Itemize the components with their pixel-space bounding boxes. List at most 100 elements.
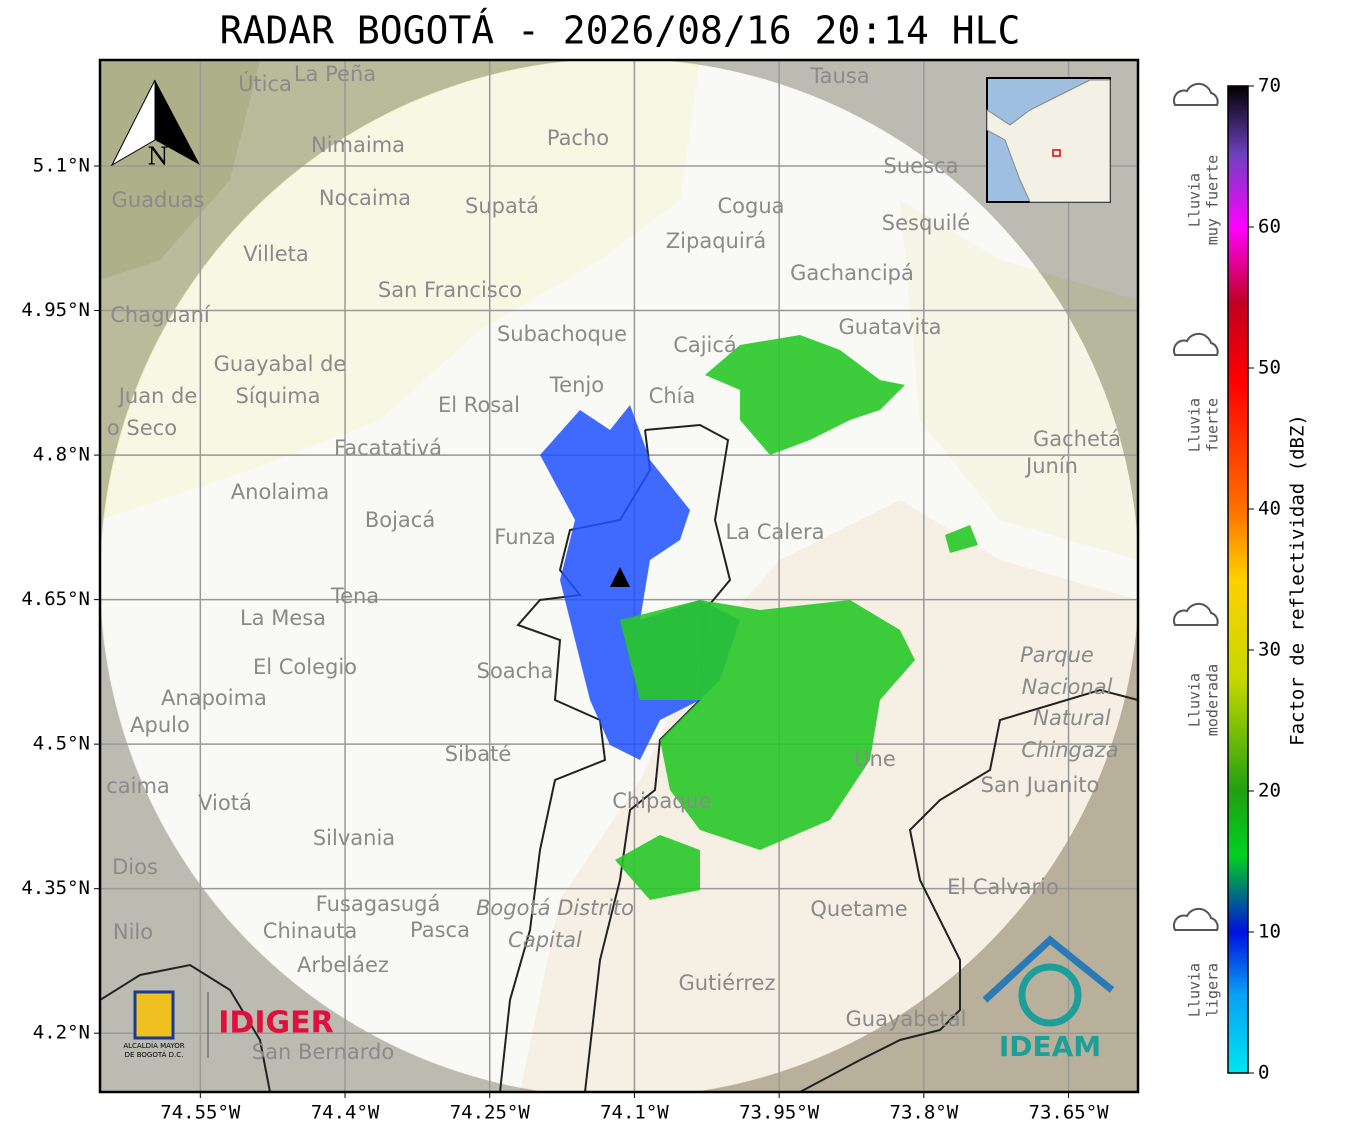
lon-tick-label: 74.25°W (450, 1102, 531, 1124)
place-label: Anolaima (231, 480, 329, 504)
place-label: Cajicá (673, 333, 737, 357)
lat-tick-label: 4.65°N (21, 588, 90, 610)
place-label: Chía (649, 384, 696, 408)
place-label: El Calvario (947, 875, 1059, 899)
place-label: Bogotá Distrito (476, 896, 634, 920)
place-label: Tenjo (549, 373, 604, 397)
place-label: Soacha (477, 659, 554, 683)
place-label: Guatavita (839, 315, 942, 339)
place-label: Chingaza (1021, 738, 1118, 762)
place-label: Facatativá (334, 436, 442, 460)
colorbar-tick-label: 50 (1258, 357, 1281, 379)
place-label: Silvania (313, 826, 395, 850)
place-label: Zipaquirá (666, 229, 766, 253)
place-label: Pasca (410, 918, 470, 942)
place-label: Nocaima (319, 186, 411, 210)
place-label: Fusagasugá (316, 892, 441, 916)
place-label: Quetame (810, 897, 907, 921)
lat-tick-label: 4.95°N (21, 299, 90, 321)
lat-tick-label: 4.5°N (33, 733, 90, 755)
lon-tick-label: 74.1°W (600, 1102, 669, 1124)
place-label: San Juanito (981, 773, 1100, 797)
place-label: La Peña (294, 62, 376, 86)
rain-icon (1172, 907, 1219, 931)
place-label: Suesca (884, 154, 959, 178)
place-label: Apulo (130, 713, 190, 737)
place-label: Guaduas (112, 188, 205, 212)
colorbar-tick-label: 70 (1258, 75, 1281, 97)
place-label: Gutiérrez (679, 971, 776, 995)
place-label: Junín (1024, 454, 1078, 478)
lon-tick-label: 74.4°W (311, 1102, 380, 1124)
logo-text: ALCALDÍA MAYOR (123, 1041, 184, 1050)
place-label: Tena (330, 584, 379, 608)
map-area: Útica La Peña Tausa Pacho Nimaima Guaduas Noca… (100, 60, 1138, 1092)
lon-tick-label: 73.95°W (739, 1102, 820, 1124)
lat-tick-label: 4.35°N (21, 877, 90, 899)
logo-text: DE BOGOTÁ D.C. (125, 1050, 184, 1059)
place-label: La Mesa (240, 606, 326, 630)
north-arrow: N (110, 79, 200, 171)
rain-category: fuerte (1204, 398, 1222, 452)
place-label: Juan de (117, 384, 198, 408)
place-label: Subachoque (497, 322, 627, 346)
place-label: Parque (1020, 643, 1094, 667)
colorbar (1227, 85, 1249, 1074)
logo-text: IDEAM (999, 1030, 1101, 1063)
place-label: Supatá (465, 194, 539, 218)
colorbar-tick-label: 20 (1258, 780, 1281, 802)
place-label: San Francisco (378, 278, 522, 302)
place-label: Síquima (236, 384, 321, 408)
place-label: Guayabal de (214, 352, 347, 376)
place-label: Sibaté (445, 742, 512, 766)
place-label: Arbeláez (297, 953, 389, 977)
rain-category: Lluvia (1186, 963, 1204, 1017)
place-label: Une (854, 747, 896, 771)
rain-category: Lluvia (1186, 673, 1204, 727)
place-label: Funza (494, 525, 555, 549)
rain-icon (1172, 82, 1219, 106)
place-label: San Bernardo (252, 1040, 394, 1064)
rain-icon (1172, 332, 1219, 356)
place-label: Chinauta (263, 919, 357, 943)
colorbar-tick-label: 30 (1258, 639, 1281, 661)
rain-category: Lluvia (1186, 173, 1204, 227)
place-label: Natural (1033, 706, 1111, 730)
place-label: Gachancipá (790, 261, 914, 285)
place-label: Guayabetal (846, 1007, 967, 1031)
place-label: Anapoima (161, 686, 267, 710)
place-label: caima (106, 774, 170, 798)
place-label: La Calera (725, 520, 824, 544)
rain-category: moderada (1204, 664, 1222, 736)
rain-category: muy fuerte (1204, 155, 1222, 245)
lat-tick-label: 4.2°N (33, 1022, 90, 1044)
place-label: Tausa (809, 64, 869, 88)
place-label: Gachetá (1033, 427, 1121, 451)
place-label: Viotá (198, 791, 252, 815)
rain-category: Lluvia (1186, 398, 1204, 452)
logos: ALCALDÍA MAYOR DE BOGOTÁ D.C. IDIGER IDE… (123, 935, 1115, 1063)
map-frame (98, 58, 1140, 1094)
place-label: El Colegio (253, 655, 357, 679)
place-label: Nimaima (311, 133, 405, 157)
place-label: Pacho (547, 126, 609, 150)
place-label: El Rosal (438, 393, 520, 417)
place-label: Capital (508, 928, 582, 952)
rain-category: ligera (1204, 963, 1222, 1017)
place-label: Sesquilé (882, 211, 970, 235)
lat-tick-label: 4.8°N (33, 444, 90, 466)
colorbar-tick-label: 10 (1258, 921, 1281, 943)
lon-tick-label: 73.8°W (890, 1102, 959, 1124)
title: RADAR BOGOTÁ - 2026/08/16 20:14 HLC (220, 9, 1021, 53)
logo-text: IDIGER (218, 1006, 333, 1041)
lon-tick-label: 73.65°W (1029, 1102, 1110, 1124)
place-label: Cogua (717, 194, 784, 218)
north-label: N (148, 143, 169, 171)
colorbar-tick-label: 60 (1258, 216, 1281, 238)
colorbar-tick-label: 0 (1258, 1062, 1269, 1084)
colorbar-tick-label: 40 (1258, 498, 1281, 520)
place-label: Nacional (1022, 675, 1113, 699)
place-label: Dios (112, 855, 158, 879)
